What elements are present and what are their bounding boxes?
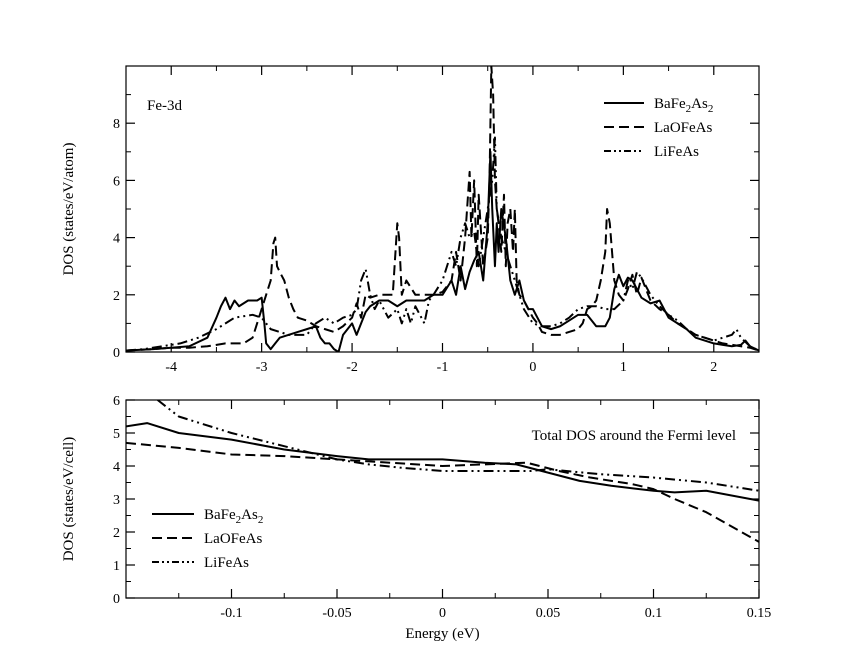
x-axis-label: Energy (eV)	[405, 626, 479, 642]
x-tick-label: 0	[439, 606, 446, 621]
series-line-solid	[126, 422, 759, 502]
x-tick-label: 2	[710, 360, 717, 375]
series-line-dashdotdot	[126, 136, 759, 352]
legend-label: LaOFeAs	[654, 120, 712, 136]
x-tick-label: -2	[346, 360, 358, 375]
y-tick-label: 5	[113, 427, 120, 442]
series-line-dashed	[126, 441, 759, 543]
x-tick-label: -3	[256, 360, 268, 375]
x-tick-label: 1	[620, 360, 627, 375]
y-tick-label: 0	[113, 346, 120, 361]
legend-label: LiFeAs	[204, 555, 249, 571]
y-axis-label: DOS (states/eV/atom)	[61, 143, 77, 276]
y-tick-label: 2	[113, 526, 120, 541]
x-tick-label: 0	[529, 360, 536, 375]
panel-annotation: Total DOS around the Fermi level	[532, 428, 736, 444]
x-tick-label: -4	[165, 360, 177, 375]
series-line-dashed	[126, 66, 759, 352]
series-group	[126, 400, 759, 543]
legend: BaFe2As2 LaOFeAs LiFeAs	[152, 507, 263, 571]
y-tick-label: 4	[113, 232, 120, 247]
legend-label: BaFe2As2	[654, 96, 713, 115]
legend-label: BaFe2As2	[204, 507, 263, 526]
series-line-solid	[126, 150, 759, 352]
y-axis-label: DOS (states/eV/cell)	[61, 437, 77, 562]
panel-annotation: Fe-3d	[147, 98, 182, 114]
series-line-dashdotdot	[157, 400, 759, 492]
y-tick-label: 0	[113, 592, 120, 607]
series-group	[126, 66, 759, 352]
y-tick-label: 6	[113, 394, 120, 409]
y-tick-label: 3	[113, 493, 120, 508]
x-tick-label: 0.05	[536, 606, 561, 621]
y-tick-label: 2	[113, 289, 120, 304]
legend: BaFe2As2 LaOFeAs LiFeAs	[604, 96, 713, 160]
total-dos-panel: -0.1 -0.05 0 0.05 0.1 0.15 0 1 2 3 4 5 6 DOS (states/…	[61, 394, 771, 642]
y-tick-label: 6	[113, 174, 120, 189]
y-tick-label: 8	[113, 117, 120, 132]
legend-label: LiFeAs	[654, 144, 699, 160]
x-tick-label: -0.05	[322, 606, 351, 621]
x-tick-label: 0.15	[747, 606, 772, 621]
x-tick-label: -1	[437, 360, 449, 375]
y-tick-label: 4	[113, 460, 120, 475]
x-tick-label: -0.1	[220, 606, 242, 621]
y-tick-label: 1	[113, 559, 120, 574]
fe-3d-dos-panel: -4 -3 -2 -1 0 1 2 0 2 4 6 8 DOS (states/eV/atom) Fe-3…	[61, 65, 760, 375]
legend-label: LaOFeAs	[204, 531, 262, 547]
x-tick-label: 0.1	[645, 606, 663, 621]
